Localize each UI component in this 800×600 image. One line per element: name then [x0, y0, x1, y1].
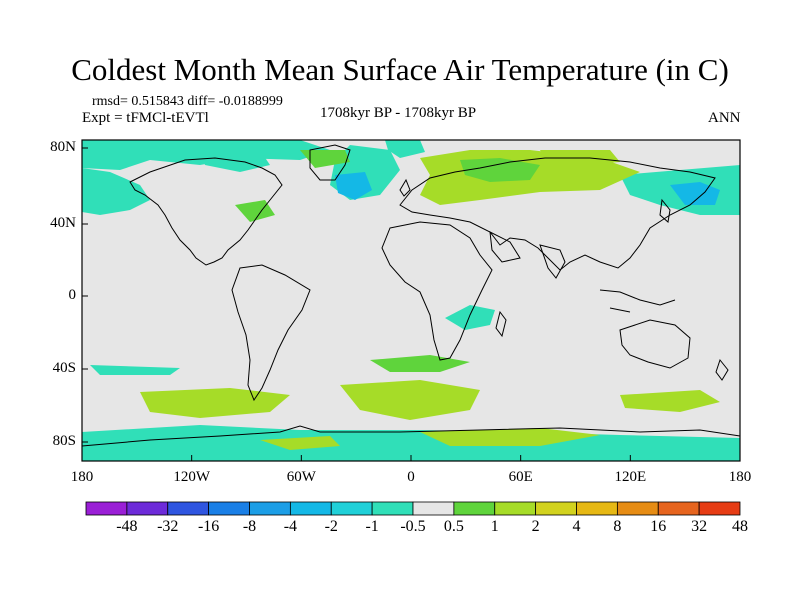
experiment-label: Expt = tFMCl-tEVTl — [82, 110, 209, 126]
coastline-japan — [659, 198, 671, 223]
season-label: ANN — [708, 110, 741, 126]
colorbar-swatch — [698, 501, 741, 516]
longitude-label: 120W — [173, 469, 210, 485]
colorbar-swatch — [412, 501, 455, 516]
colorbar-swatch — [249, 501, 291, 516]
colorbar-swatch — [330, 501, 373, 516]
longitude-label: 60W — [286, 469, 316, 485]
coastline-north-america — [129, 157, 283, 266]
coastline-indonesia — [599, 289, 676, 313]
colorbar-swatch — [453, 501, 496, 516]
anomaly-patch — [82, 168, 150, 215]
colorbar-label: 8 — [613, 518, 622, 535]
anomaly-patch — [620, 390, 720, 412]
longitude-label: 180 — [728, 469, 752, 485]
colorbar-label: 2 — [531, 518, 540, 535]
colorbar-swatch — [85, 501, 128, 516]
latitude-label: 80S — [52, 433, 76, 449]
colorbar-label: -32 — [157, 518, 179, 535]
latitude-label: 40S — [52, 360, 76, 376]
colorbar-swatch — [616, 501, 659, 516]
coastline-greenland — [309, 144, 351, 181]
colorbar-swatch — [494, 501, 537, 516]
colorbar-swatch — [289, 501, 332, 516]
coastline-madagascar — [495, 310, 507, 338]
anomaly-patch — [335, 172, 372, 200]
longitude-label: 0 — [407, 469, 415, 485]
colorbar-swatch — [126, 501, 169, 516]
anomaly-patch — [385, 140, 425, 158]
colorbar-label: 4 — [572, 518, 581, 535]
anomaly-patch — [460, 158, 540, 182]
colorbar-swatch — [576, 501, 618, 516]
colorbar-swatch — [167, 501, 210, 516]
chart-title: Coldest Month Mean Surface Air Temperatu… — [71, 52, 729, 87]
stats-text: rmsd= 0.515843 diff= -0.0188999 — [92, 94, 283, 109]
latitude-label: 40N — [50, 215, 76, 231]
colorbar-label: 48 — [732, 518, 748, 535]
colorbar-label: 32 — [691, 518, 708, 535]
colorbar-swatch — [535, 501, 577, 516]
colorbar-label: 16 — [650, 518, 667, 535]
colorbar-swatch — [208, 501, 250, 516]
colorbar-label: -0.5 — [400, 518, 426, 535]
coastline-uk — [399, 178, 411, 197]
colorbar-label: -8 — [242, 518, 257, 535]
longitude-label: 180 — [70, 469, 94, 485]
colorbar-swatch — [657, 501, 700, 516]
coastline-south-america — [231, 264, 311, 402]
anomaly-patch — [445, 305, 495, 330]
colorbar-label: -4 — [283, 518, 298, 535]
latitude-label: 0 — [68, 287, 77, 303]
colorbar-label: -2 — [324, 518, 338, 535]
anomaly-patch — [260, 436, 340, 450]
anomaly-patch — [340, 380, 480, 420]
coastline-eurasia — [399, 157, 716, 271]
colorbar — [85, 501, 741, 516]
colorbar-label: -16 — [197, 518, 220, 535]
coastlines — [81, 144, 741, 447]
coastline-india — [539, 244, 566, 279]
coastline-new-zealand — [715, 358, 729, 381]
anomaly-patch — [90, 365, 180, 375]
colorbar-swatch — [371, 501, 414, 516]
axis-ticks — [81, 147, 741, 461]
longitude-label: 120E — [614, 469, 647, 485]
anomaly-patch — [300, 150, 350, 168]
colorbar-label: 0.5 — [443, 518, 464, 535]
period-label: 1708kyr BP - 1708kyr BP — [320, 105, 477, 121]
colorbar-label: -48 — [116, 518, 138, 535]
coastline-antarctica — [81, 425, 741, 447]
longitude-label: 60E — [508, 469, 533, 485]
colorbar-label: -1 — [365, 518, 379, 535]
coastline-arabia — [489, 231, 521, 263]
coastline-australia — [619, 319, 691, 369]
latitude-label: 80N — [50, 139, 76, 155]
anomaly-patch — [420, 428, 600, 446]
colorbar-label: 1 — [490, 518, 499, 535]
coastline-africa — [381, 221, 493, 361]
anomaly-patches — [82, 140, 740, 461]
